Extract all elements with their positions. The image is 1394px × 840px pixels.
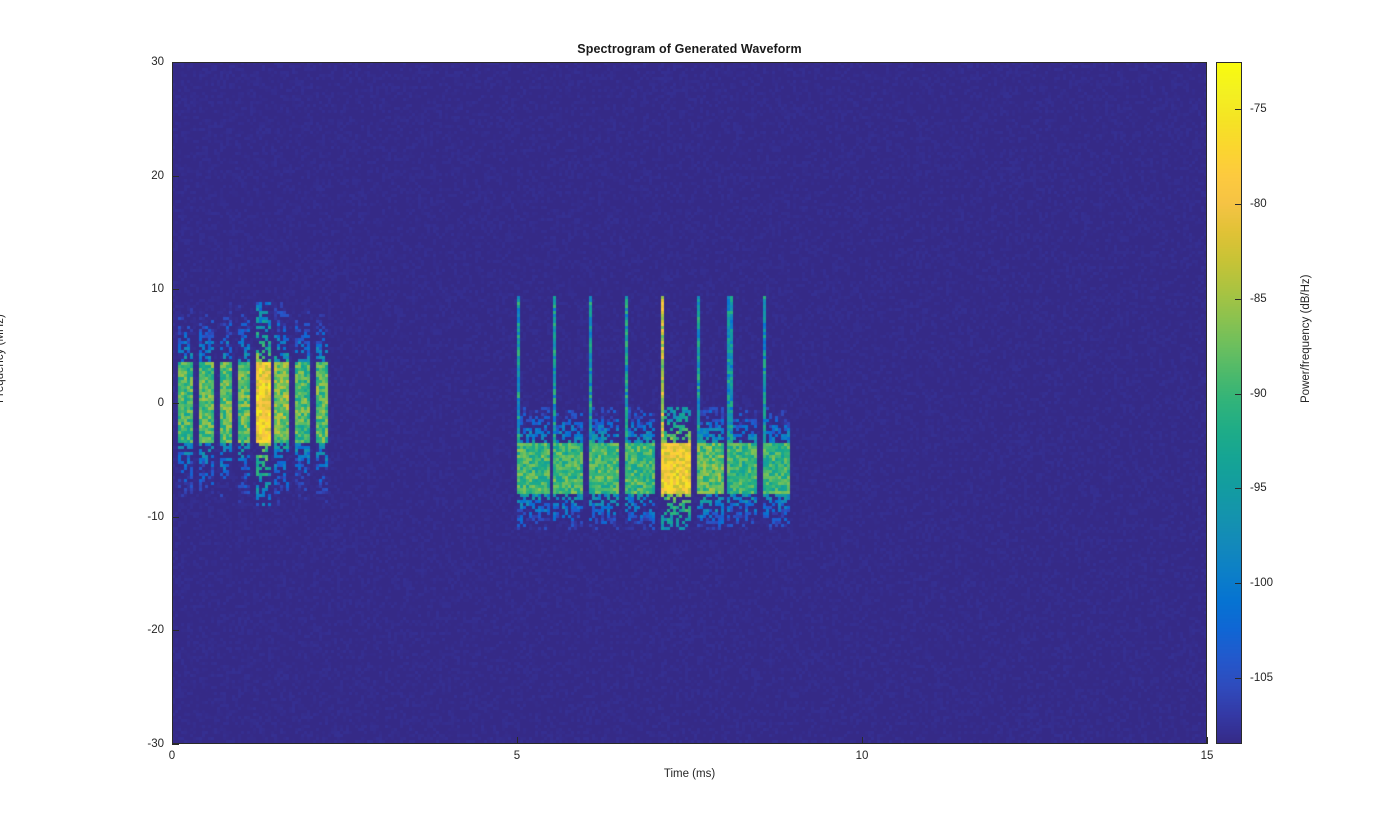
- y-tick-label: -30: [147, 738, 164, 750]
- y-tick-mark: [172, 630, 179, 632]
- x-tick-label: 5: [513, 750, 521, 762]
- colorbar-tick-mark: [1235, 393, 1242, 395]
- y-tick-label: 20: [151, 169, 164, 182]
- y-tick-label: 10: [151, 283, 164, 296]
- colorbar-tick-label: -85: [1250, 292, 1267, 305]
- colorbar-tick-mark: [1235, 204, 1242, 206]
- y-tick-mark: [172, 289, 179, 291]
- y-tick-label: -20: [147, 624, 164, 637]
- colorbar-tick-label: -90: [1250, 387, 1267, 400]
- x-tick-mark: [172, 737, 173, 744]
- x-tick-mark: [862, 737, 863, 744]
- y-tick-mark: [172, 175, 179, 177]
- x-tick-label: 10: [855, 750, 869, 762]
- colorbar-tick-label: -75: [1250, 103, 1267, 116]
- y-tick-label: -10: [147, 510, 164, 523]
- colorbar-tick-label: -95: [1250, 482, 1267, 495]
- x-tick-mark: [517, 737, 518, 744]
- x-axis-label: Time (ms): [663, 768, 716, 780]
- colorbar-tick-mark: [1235, 582, 1242, 584]
- colorbar-tick-label: -105: [1250, 671, 1274, 684]
- x-tick-mark: [1207, 737, 1208, 744]
- y-tick-label: 30: [151, 56, 164, 68]
- y-tick-mark: [172, 516, 179, 518]
- colorbar-tick-mark: [1235, 298, 1242, 300]
- spectrogram-plot-canvas: [172, 62, 1207, 744]
- y-axis-label: Frequency (MHz): [0, 314, 6, 403]
- y-tick-mark: [172, 403, 179, 404]
- colorbar-tick-mark: [1235, 109, 1242, 111]
- x-tick-label: 15: [1200, 750, 1214, 762]
- colorbar-gradient: [1216, 62, 1242, 744]
- colorbar-tick-mark: [1235, 677, 1242, 679]
- x-tick-label: 0: [168, 750, 176, 762]
- colorbar-tick-label: -80: [1250, 198, 1267, 211]
- page-title: Spectrogram of Generated Waveform: [577, 42, 802, 56]
- y-tick-mark: [172, 62, 179, 63]
- y-tick-label: 0: [157, 397, 164, 409]
- colorbar-tick-label: -100: [1250, 576, 1274, 589]
- y-tick-mark: [172, 744, 179, 745]
- colorbar-label: Power/frequency (dB/Hz): [1300, 274, 1312, 403]
- colorbar-tick-mark: [1235, 488, 1242, 490]
